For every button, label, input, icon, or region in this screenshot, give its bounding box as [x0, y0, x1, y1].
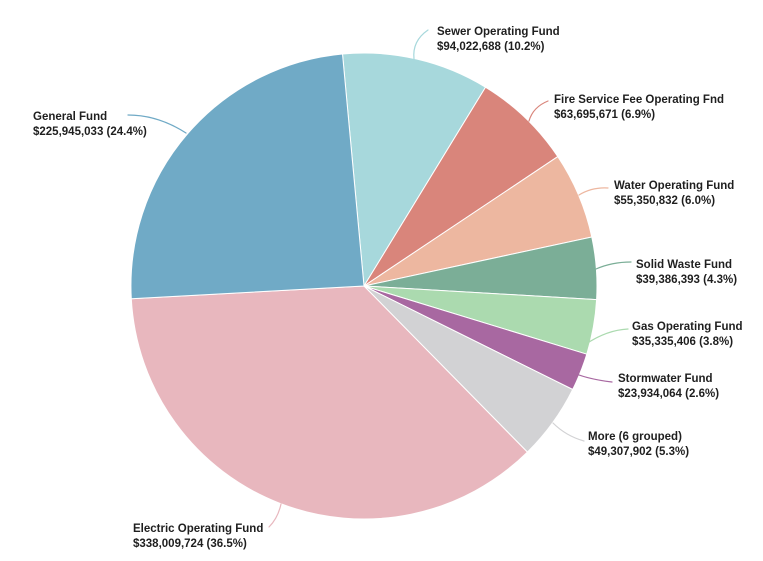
leader-line-solid-waste-fund: [595, 261, 632, 270]
slice-name: Water Operating Fund: [614, 180, 735, 192]
leader-line-more-6-grouped: [552, 422, 585, 442]
slice-name: General Fund: [33, 111, 108, 123]
pie-slice-general-fund[interactable]: [130, 53, 365, 300]
slice-value: $94,022,688 (10.2%): [437, 41, 545, 53]
slice-value: $39,386,393 (4.3%): [636, 274, 738, 286]
slice-value: $63,695,671 (6.9%): [554, 109, 656, 121]
label-solid-waste-fund: Solid Waste Fund $39,386,393 (4.3%): [636, 258, 737, 288]
pie-slice-electric-operating-fund[interactable]: [130, 285, 528, 520]
label-general-fund: General Fund $225,945,033 (24.4%): [33, 110, 147, 140]
label-gas-operating-fund: Gas Operating Fund $35,335,406 (3.8%): [632, 320, 743, 350]
label-electric-operating-fund: Electric Operating Fund $338,009,724 (36…: [133, 522, 263, 552]
slice-value: $35,335,406 (3.8%): [632, 336, 734, 348]
pie-slice-sewer-operating-fund[interactable]: [342, 52, 486, 287]
label-sewer-operating-fund: Sewer Operating Fund $94,022,688 (10.2%): [437, 25, 560, 55]
slice-value: $23,934,064 (2.6%): [618, 388, 720, 400]
slice-value: $49,307,902 (5.3%): [588, 446, 690, 458]
label-more-grouped: More (6 grouped) $49,307,902 (5.3%): [588, 430, 689, 460]
label-water-operating-fund: Water Operating Fund $55,350,832 (6.0%): [614, 179, 734, 209]
slice-name: Gas Operating Fund: [632, 321, 743, 333]
label-fire-service-fee-operating-fnd: Fire Service Fee Operating Fnd $63,695,6…: [554, 93, 724, 123]
leader-line-electric-operating-fund: [268, 503, 282, 528]
leader-line-water-operating-fund: [578, 187, 609, 196]
slice-name: Stormwater Fund: [618, 373, 713, 385]
slice-name: Solid Waste Fund: [636, 259, 733, 271]
slice-value: $55,350,832 (6.0%): [614, 195, 716, 207]
leader-line-sewer-operating-fund: [413, 29, 429, 60]
label-stormwater-fund: Stormwater Fund $23,934,064 (2.6%): [618, 372, 719, 402]
leader-line-general-fund: [127, 114, 187, 134]
leader-line-fire-service-fee-operating-fnd: [528, 100, 549, 122]
slice-value: $225,945,033 (24.4%): [33, 126, 147, 138]
slice-name: More (6 grouped): [588, 431, 682, 443]
slice-name: Fire Service Fee Operating Fnd: [554, 94, 724, 106]
slice-name: Electric Operating Fund: [133, 523, 264, 535]
leader-line-gas-operating-fund: [585, 328, 629, 345]
slice-value: $338,009,724 (36.5%): [133, 538, 247, 550]
slice-name: Sewer Operating Fund: [437, 26, 560, 38]
leader-line-stormwater-fund: [568, 370, 613, 383]
